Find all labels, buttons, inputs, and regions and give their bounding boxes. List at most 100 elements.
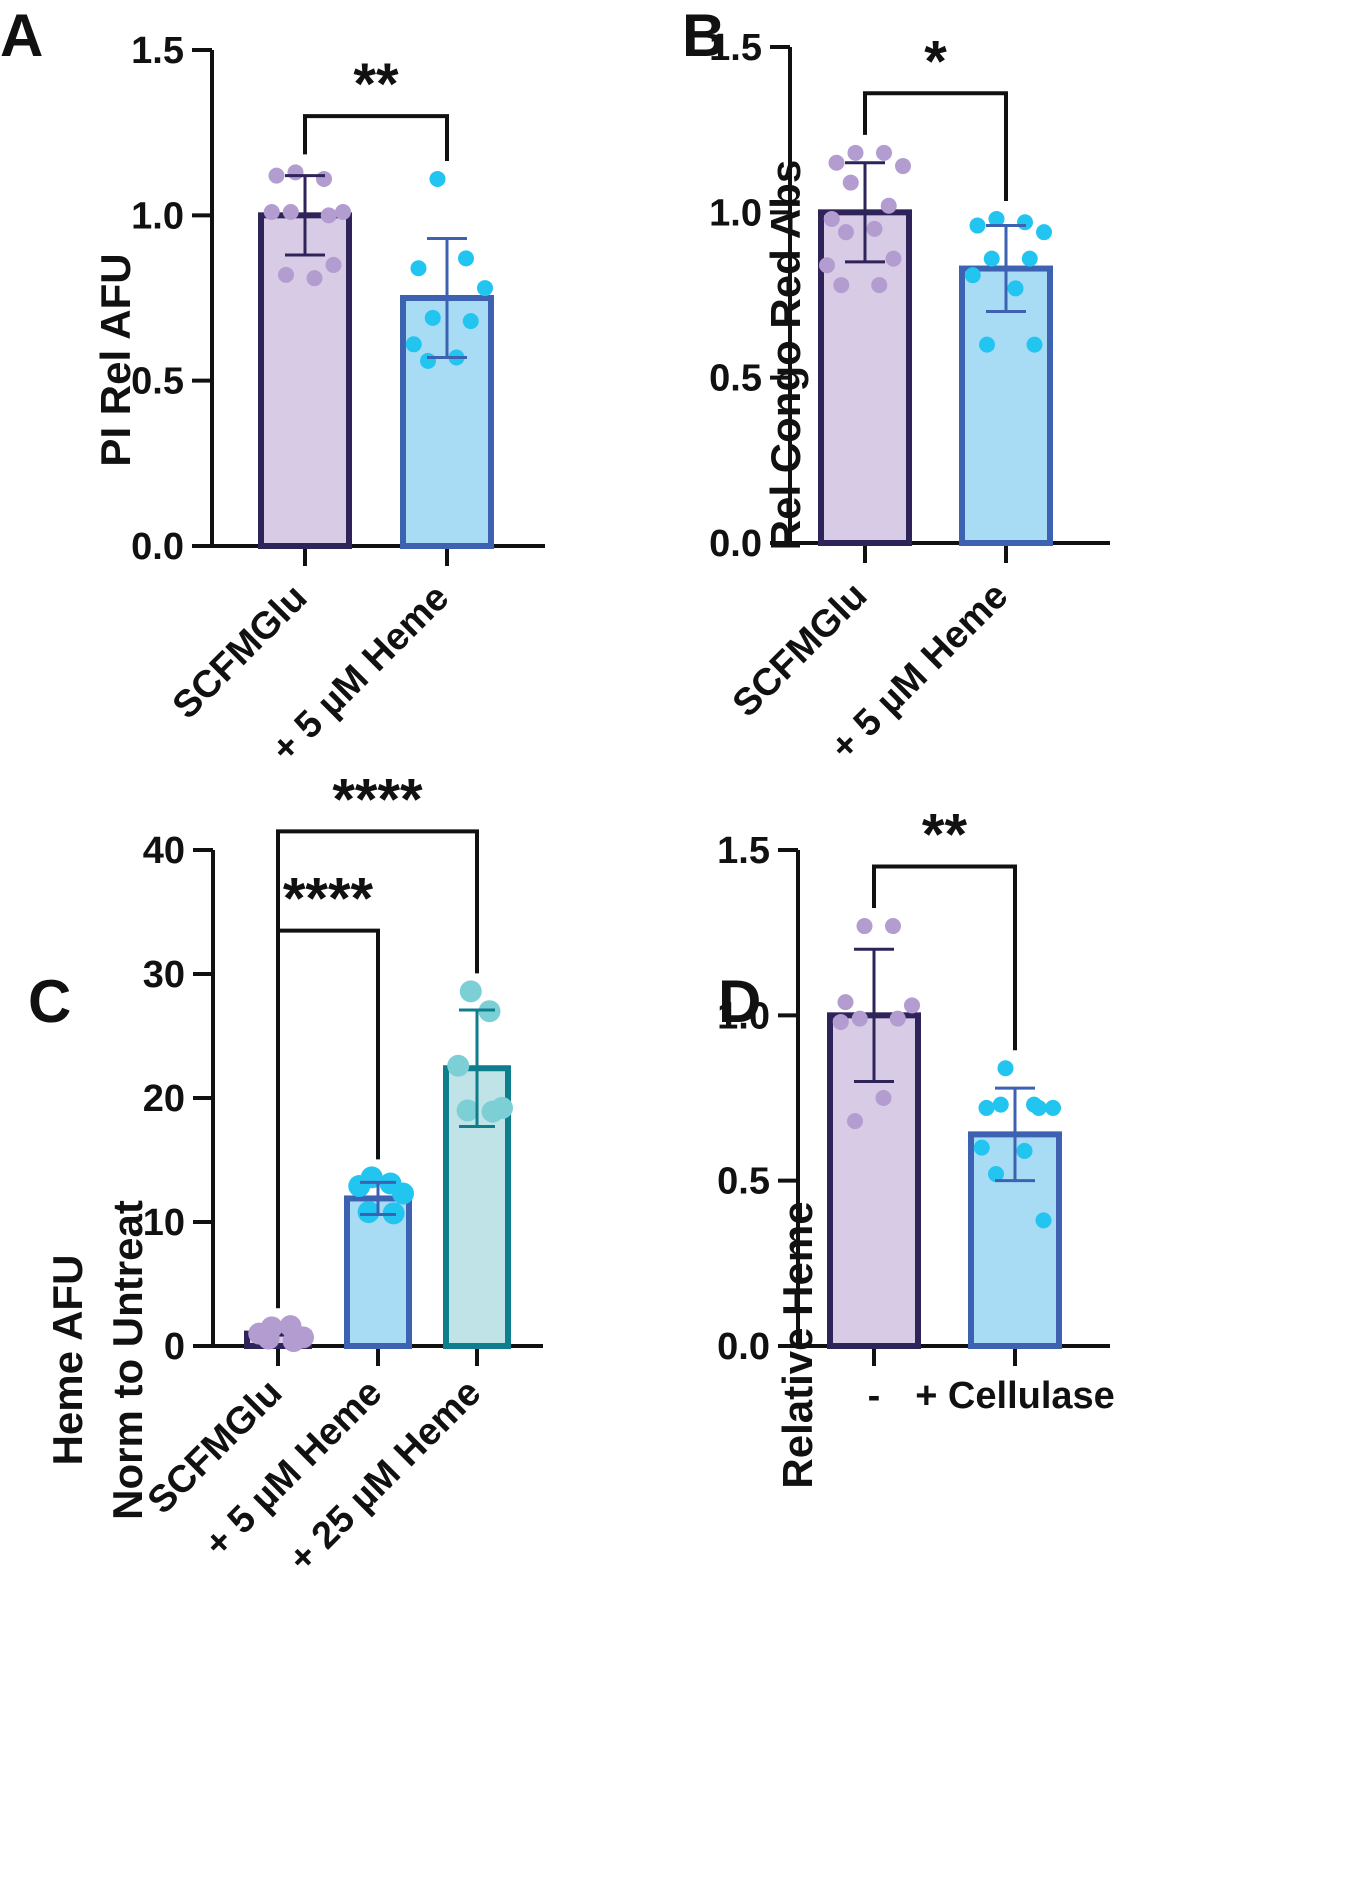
panel-d-marks: 0.0 0.5 1.0 1.5 - + Cellulase ** bbox=[717, 803, 1115, 1417]
panel-a-category-label: SCFMGlu bbox=[165, 577, 316, 728]
panel-d-data-point bbox=[832, 1013, 849, 1030]
panel-d-data-point bbox=[1016, 1142, 1033, 1159]
panel-d-category-label: - bbox=[868, 1375, 881, 1417]
panel-b-data-point bbox=[828, 154, 845, 171]
panel-b-data-point bbox=[964, 267, 981, 284]
panel-d-ytick-label: 0.0 bbox=[717, 1326, 770, 1368]
panel-d: D Relative Heme 0.00.51.01.5- + Cellulase… bbox=[717, 803, 1115, 1489]
panel-c-data-point bbox=[456, 1099, 479, 1122]
panel-a-data-point bbox=[405, 336, 422, 353]
panel-d-ytick-label: 0.5 bbox=[717, 1161, 770, 1203]
panel-d-data-point bbox=[1035, 1212, 1052, 1229]
panel-a-data-point bbox=[287, 164, 304, 181]
panel-b-data-point bbox=[838, 224, 854, 241]
panel-d-data-point bbox=[978, 1099, 995, 1116]
panel-d-data-point bbox=[889, 1010, 906, 1027]
panel-b-significance-bracket bbox=[863, 91, 1008, 201]
panel-a-data-point bbox=[462, 313, 479, 330]
panel-a-ytick-label: 1.0 bbox=[131, 195, 184, 237]
panel-c-data-point bbox=[481, 1100, 504, 1123]
panel-c-data-point bbox=[459, 980, 482, 1003]
panel-b-category-label: SCFMGlu bbox=[725, 575, 876, 726]
panel-a-data-point bbox=[316, 170, 332, 187]
panel-a-data-point bbox=[320, 207, 337, 224]
panel-d-category-label: + Cellulase bbox=[915, 1375, 1115, 1417]
panel-b-data-point bbox=[988, 210, 1005, 227]
panel-b-data-point bbox=[1036, 224, 1052, 241]
panel-d-ytick-label: 1.5 bbox=[717, 830, 770, 872]
panel-b-data-point bbox=[871, 277, 888, 294]
panel-b-data-point bbox=[847, 144, 864, 161]
panel-a-data-point bbox=[410, 260, 427, 277]
panel-b-bar bbox=[959, 265, 1053, 546]
panel-d-data-point bbox=[837, 994, 854, 1011]
panel-d-data-point bbox=[851, 1010, 868, 1027]
panel-c-category-label: + 5 µM Heme bbox=[197, 1372, 391, 1566]
panel-d-ytick-label: 1.0 bbox=[717, 995, 770, 1037]
panel-a-data-point bbox=[424, 309, 441, 326]
panel-d-significance-bracket bbox=[872, 864, 1017, 1051]
panel-c-ylabel-line1: Heme AFU bbox=[44, 1255, 91, 1466]
panel-d-data-point bbox=[997, 1060, 1014, 1077]
panel-a-ytick-label: 0.5 bbox=[131, 361, 184, 403]
panel-c-label: C bbox=[28, 968, 71, 1035]
panel-a-data-point bbox=[268, 167, 285, 184]
panel-c-ytick-label: 10 bbox=[143, 1202, 185, 1244]
panel-c-data-point bbox=[447, 1054, 470, 1077]
panel-b-data-point bbox=[866, 220, 883, 237]
panel-b-data-point bbox=[1021, 250, 1038, 267]
panel-a-significance-label: ** bbox=[353, 52, 399, 117]
panel-b-ytick-label: 1.5 bbox=[709, 27, 762, 69]
panel-a-data-point bbox=[263, 204, 280, 221]
panel-d-data-point bbox=[992, 1096, 1009, 1113]
panel-d-data-point bbox=[988, 1166, 1004, 1183]
panel-a-ylabel: PI Rel AFU bbox=[92, 253, 139, 466]
panel-b-data-point bbox=[1007, 280, 1024, 297]
panel-b-data-point bbox=[842, 174, 859, 191]
panel-d-data-point bbox=[973, 1139, 990, 1156]
panel-a-label: A bbox=[0, 2, 43, 69]
panel-c-ytick-label: 20 bbox=[143, 1078, 185, 1120]
panel-b-label: B bbox=[682, 2, 725, 69]
panel-b-data-point bbox=[969, 217, 986, 234]
panel-b-data-point bbox=[819, 257, 835, 274]
panel-b-ytick-label: 0.0 bbox=[709, 523, 762, 565]
panel-d-data-point bbox=[847, 1113, 863, 1130]
panel-a-ytick-label: 1.5 bbox=[131, 30, 184, 72]
panel-c-data-point bbox=[392, 1182, 414, 1205]
panel-d-label: D bbox=[718, 968, 761, 1035]
panel-b-data-point bbox=[895, 158, 911, 175]
panel-d-data-point bbox=[1030, 1099, 1047, 1116]
panel-a-significance-bracket bbox=[303, 114, 449, 161]
panel-b-data-point bbox=[880, 197, 897, 214]
panel-a-data-point bbox=[420, 352, 436, 369]
panel-b-ytick-label: 1.0 bbox=[709, 192, 762, 234]
panel-b-data-point bbox=[983, 250, 1000, 267]
panel-c-data-point bbox=[282, 1330, 305, 1353]
panel-a-data-point bbox=[325, 256, 342, 273]
panel-b-data-point bbox=[979, 336, 995, 353]
panel-b-ylabel: Rel Congo Red Abs bbox=[762, 160, 809, 550]
panel-c: C Heme AFU Norm to Untreat 010203040SCFM… bbox=[28, 767, 543, 1580]
panel-b-data-point bbox=[833, 277, 850, 294]
panel-c-ytick-label: 0 bbox=[164, 1326, 185, 1368]
panel-b-data-point bbox=[1017, 214, 1033, 231]
panel-a-ytick-label: 0.0 bbox=[131, 526, 184, 568]
panel-c-data-point bbox=[257, 1327, 280, 1350]
panel-d-data-point bbox=[875, 1090, 892, 1106]
panel-c-significance-bracket bbox=[276, 829, 479, 1309]
panel-c-significance-label: **** bbox=[283, 867, 374, 932]
panel-a-data-point bbox=[282, 204, 299, 221]
panel-a-data-point bbox=[335, 204, 351, 221]
panel-d-data-point bbox=[856, 918, 873, 935]
panel-d-data-point bbox=[1045, 1099, 1061, 1116]
panel-b-ytick-label: 0.5 bbox=[709, 358, 762, 400]
panel-a-data-point bbox=[306, 270, 323, 287]
panel-b-data-point bbox=[885, 250, 902, 267]
panel-b-data-point bbox=[823, 210, 840, 227]
panel-c-ytick-label: 30 bbox=[143, 954, 185, 996]
